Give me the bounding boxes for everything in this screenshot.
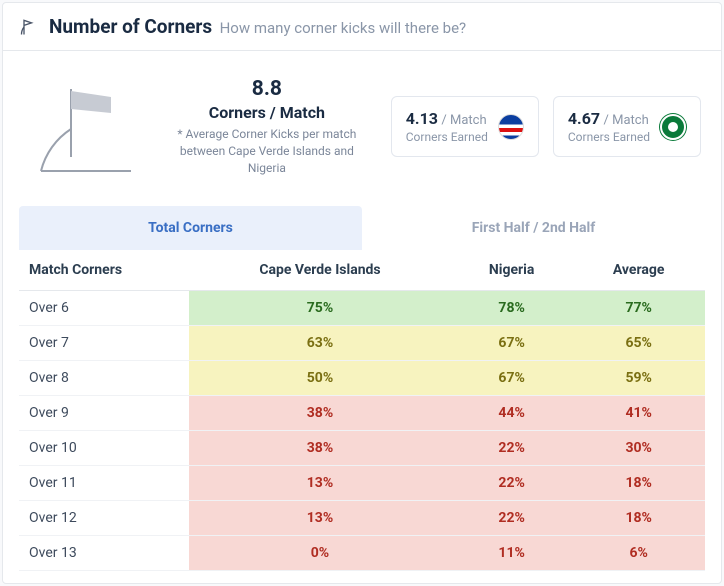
table-row: Over 1113%22%18% <box>19 466 705 501</box>
nigeria-badge-icon <box>660 114 686 140</box>
table-header-row: Match Corners Cape Verde Islands Nigeria… <box>19 250 705 291</box>
team-box-nigeria: 4.67 / Match Corners Earned <box>553 96 701 157</box>
team-box-capeverde: 4.13 / Match Corners Earned <box>391 96 539 157</box>
pct-cell: 67% <box>451 361 572 396</box>
pct-cell: 65% <box>572 326 705 361</box>
team1-per: / Match <box>441 113 486 128</box>
col-match-corners: Match Corners <box>19 250 189 291</box>
table-row: Over 1213%22%18% <box>19 501 705 536</box>
pct-cell: 63% <box>189 326 451 361</box>
pct-cell: 67% <box>451 326 572 361</box>
summary-row: 8.8 Corners / Match * Average Corner Kic… <box>3 51 721 206</box>
row-label: Over 13 <box>19 536 189 571</box>
header-subtitle: How many corner kicks will there be? <box>220 19 467 37</box>
pct-cell: 78% <box>451 291 572 326</box>
pct-cell: 22% <box>451 466 572 501</box>
table-row: Over 763%67%65% <box>19 326 705 361</box>
table-row: Over 675%78%77% <box>19 291 705 326</box>
pct-cell: 18% <box>572 466 705 501</box>
card-header: Number of Corners How many corner kicks … <box>3 3 721 51</box>
pct-cell: 6% <box>572 536 705 571</box>
pct-cell: 44% <box>451 396 572 431</box>
row-label: Over 11 <box>19 466 189 501</box>
pct-cell: 30% <box>572 431 705 466</box>
pct-cell: 50% <box>189 361 451 396</box>
summary-label: Corners / Match <box>165 103 369 122</box>
team2-earned: Corners Earned <box>568 130 650 144</box>
col-team2: Nigeria <box>451 250 572 291</box>
col-average: Average <box>572 250 705 291</box>
summary-stat: 8.8 <box>165 77 369 101</box>
pct-cell: 13% <box>189 466 451 501</box>
pct-cell: 77% <box>572 291 705 326</box>
tab-total-corners[interactable]: Total Corners <box>19 206 362 250</box>
team2-stat: 4.67 <box>568 109 600 128</box>
capeverde-badge-icon <box>498 114 524 140</box>
pct-cell: 13% <box>189 501 451 536</box>
pct-cell: 41% <box>572 396 705 431</box>
summary-main: 8.8 Corners / Match * Average Corner Kic… <box>157 77 377 176</box>
table-row: Over 130%11%6% <box>19 536 705 571</box>
row-label: Over 7 <box>19 326 189 361</box>
pct-cell: 0% <box>189 536 451 571</box>
tabs: Total Corners First Half / 2nd Half <box>19 206 705 250</box>
pct-cell: 38% <box>189 431 451 466</box>
pct-cell: 59% <box>572 361 705 396</box>
pct-cell: 11% <box>451 536 572 571</box>
pct-cell: 22% <box>451 501 572 536</box>
header-title-wrap: Number of Corners How many corner kicks … <box>49 15 466 38</box>
table-row: Over 850%67%59% <box>19 361 705 396</box>
summary-note: * Average Corner Kicks per match between… <box>165 126 369 176</box>
pct-cell: 18% <box>572 501 705 536</box>
tab-half-corners[interactable]: First Half / 2nd Half <box>362 206 705 250</box>
pct-cell: 22% <box>451 431 572 466</box>
row-label: Over 10 <box>19 431 189 466</box>
table-row: Over 938%44%41% <box>19 396 705 431</box>
team1-earned: Corners Earned <box>406 130 488 144</box>
col-team1: Cape Verde Islands <box>189 250 451 291</box>
pct-cell: 38% <box>189 396 451 431</box>
row-label: Over 9 <box>19 396 189 431</box>
corners-card: Number of Corners How many corner kicks … <box>2 2 722 584</box>
table-row: Over 1038%22%30% <box>19 431 705 466</box>
team1-stat: 4.13 <box>406 109 438 128</box>
row-label: Over 8 <box>19 361 189 396</box>
corner-flag-illustration <box>23 79 143 174</box>
row-label: Over 12 <box>19 501 189 536</box>
row-label: Over 6 <box>19 291 189 326</box>
pct-cell: 75% <box>189 291 451 326</box>
corner-flag-icon <box>19 17 39 37</box>
team2-per: / Match <box>604 113 649 128</box>
header-title: Number of Corners <box>49 15 212 38</box>
corners-table: Match Corners Cape Verde Islands Nigeria… <box>19 250 705 571</box>
